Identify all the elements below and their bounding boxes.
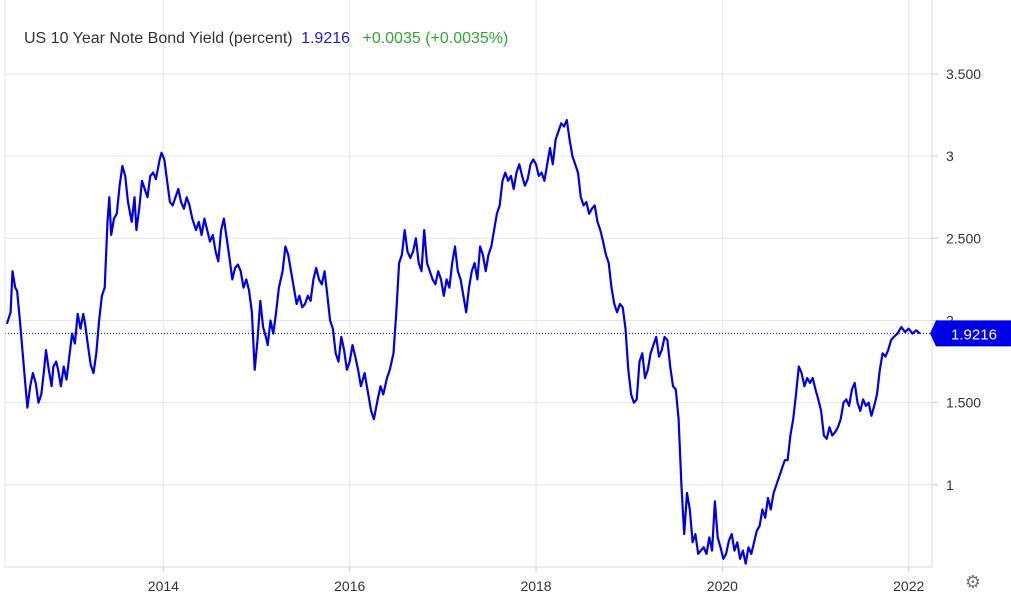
axis-layer: 11.50022.50033.500201420162018202020221.…: [4, 0, 1011, 594]
x-tick-label: 2020: [707, 578, 738, 594]
line-layer: [5, 118, 932, 565]
chart-legend: US 10 Year Note Bond Yield (percent) 1.9…: [24, 30, 508, 48]
change-value: +0.0035 (+0.0035%): [362, 30, 509, 47]
y-tick-label: 3.500: [946, 66, 981, 82]
grid-layer: [5, 0, 932, 567]
x-tick-label: 2018: [520, 578, 551, 594]
last-value: 1.9216: [301, 30, 351, 47]
gear-icon[interactable]: ⚙: [964, 572, 982, 592]
y-tick-label: 1: [946, 477, 954, 493]
x-tick-label: 2022: [893, 578, 924, 594]
x-tick-label: 2016: [334, 578, 365, 594]
current-value-text: 1.9216: [951, 326, 997, 343]
current-value-tag: [930, 320, 1011, 347]
series-line: [5, 118, 921, 565]
y-tick-label: 1.500: [946, 395, 981, 411]
y-tick-label: 3: [946, 148, 954, 164]
chart-title: US 10 Year Note Bond Yield (percent): [24, 30, 293, 47]
current-value-label: 1.9216: [930, 320, 1011, 347]
x-tick-label: 2014: [148, 578, 179, 594]
y-tick-label: 2.500: [946, 230, 981, 246]
